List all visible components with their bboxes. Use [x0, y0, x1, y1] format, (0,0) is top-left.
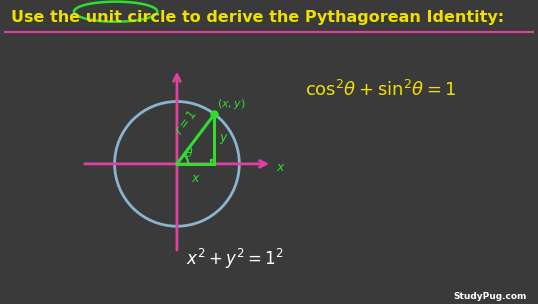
Text: $x$: $x$: [191, 172, 201, 185]
Text: $\cos^2\!\theta + \sin^2\!\theta = 1$: $\cos^2\!\theta + \sin^2\!\theta = 1$: [305, 80, 456, 100]
Bar: [210, 160, 215, 164]
Text: Use the unit circle to derive the Pythagorean Identity:: Use the unit circle to derive the Pythag…: [11, 10, 504, 25]
Text: StudyPug.com: StudyPug.com: [454, 292, 527, 301]
Text: $\theta$: $\theta$: [184, 146, 194, 160]
Text: $r=1$: $r=1$: [172, 108, 199, 138]
Text: $x$: $x$: [276, 161, 286, 174]
Text: $(x, y)$: $(x, y)$: [217, 96, 245, 111]
Text: $y$: $y$: [218, 132, 229, 146]
Text: $x^2+y^2= 1^2$: $x^2+y^2= 1^2$: [186, 247, 283, 271]
